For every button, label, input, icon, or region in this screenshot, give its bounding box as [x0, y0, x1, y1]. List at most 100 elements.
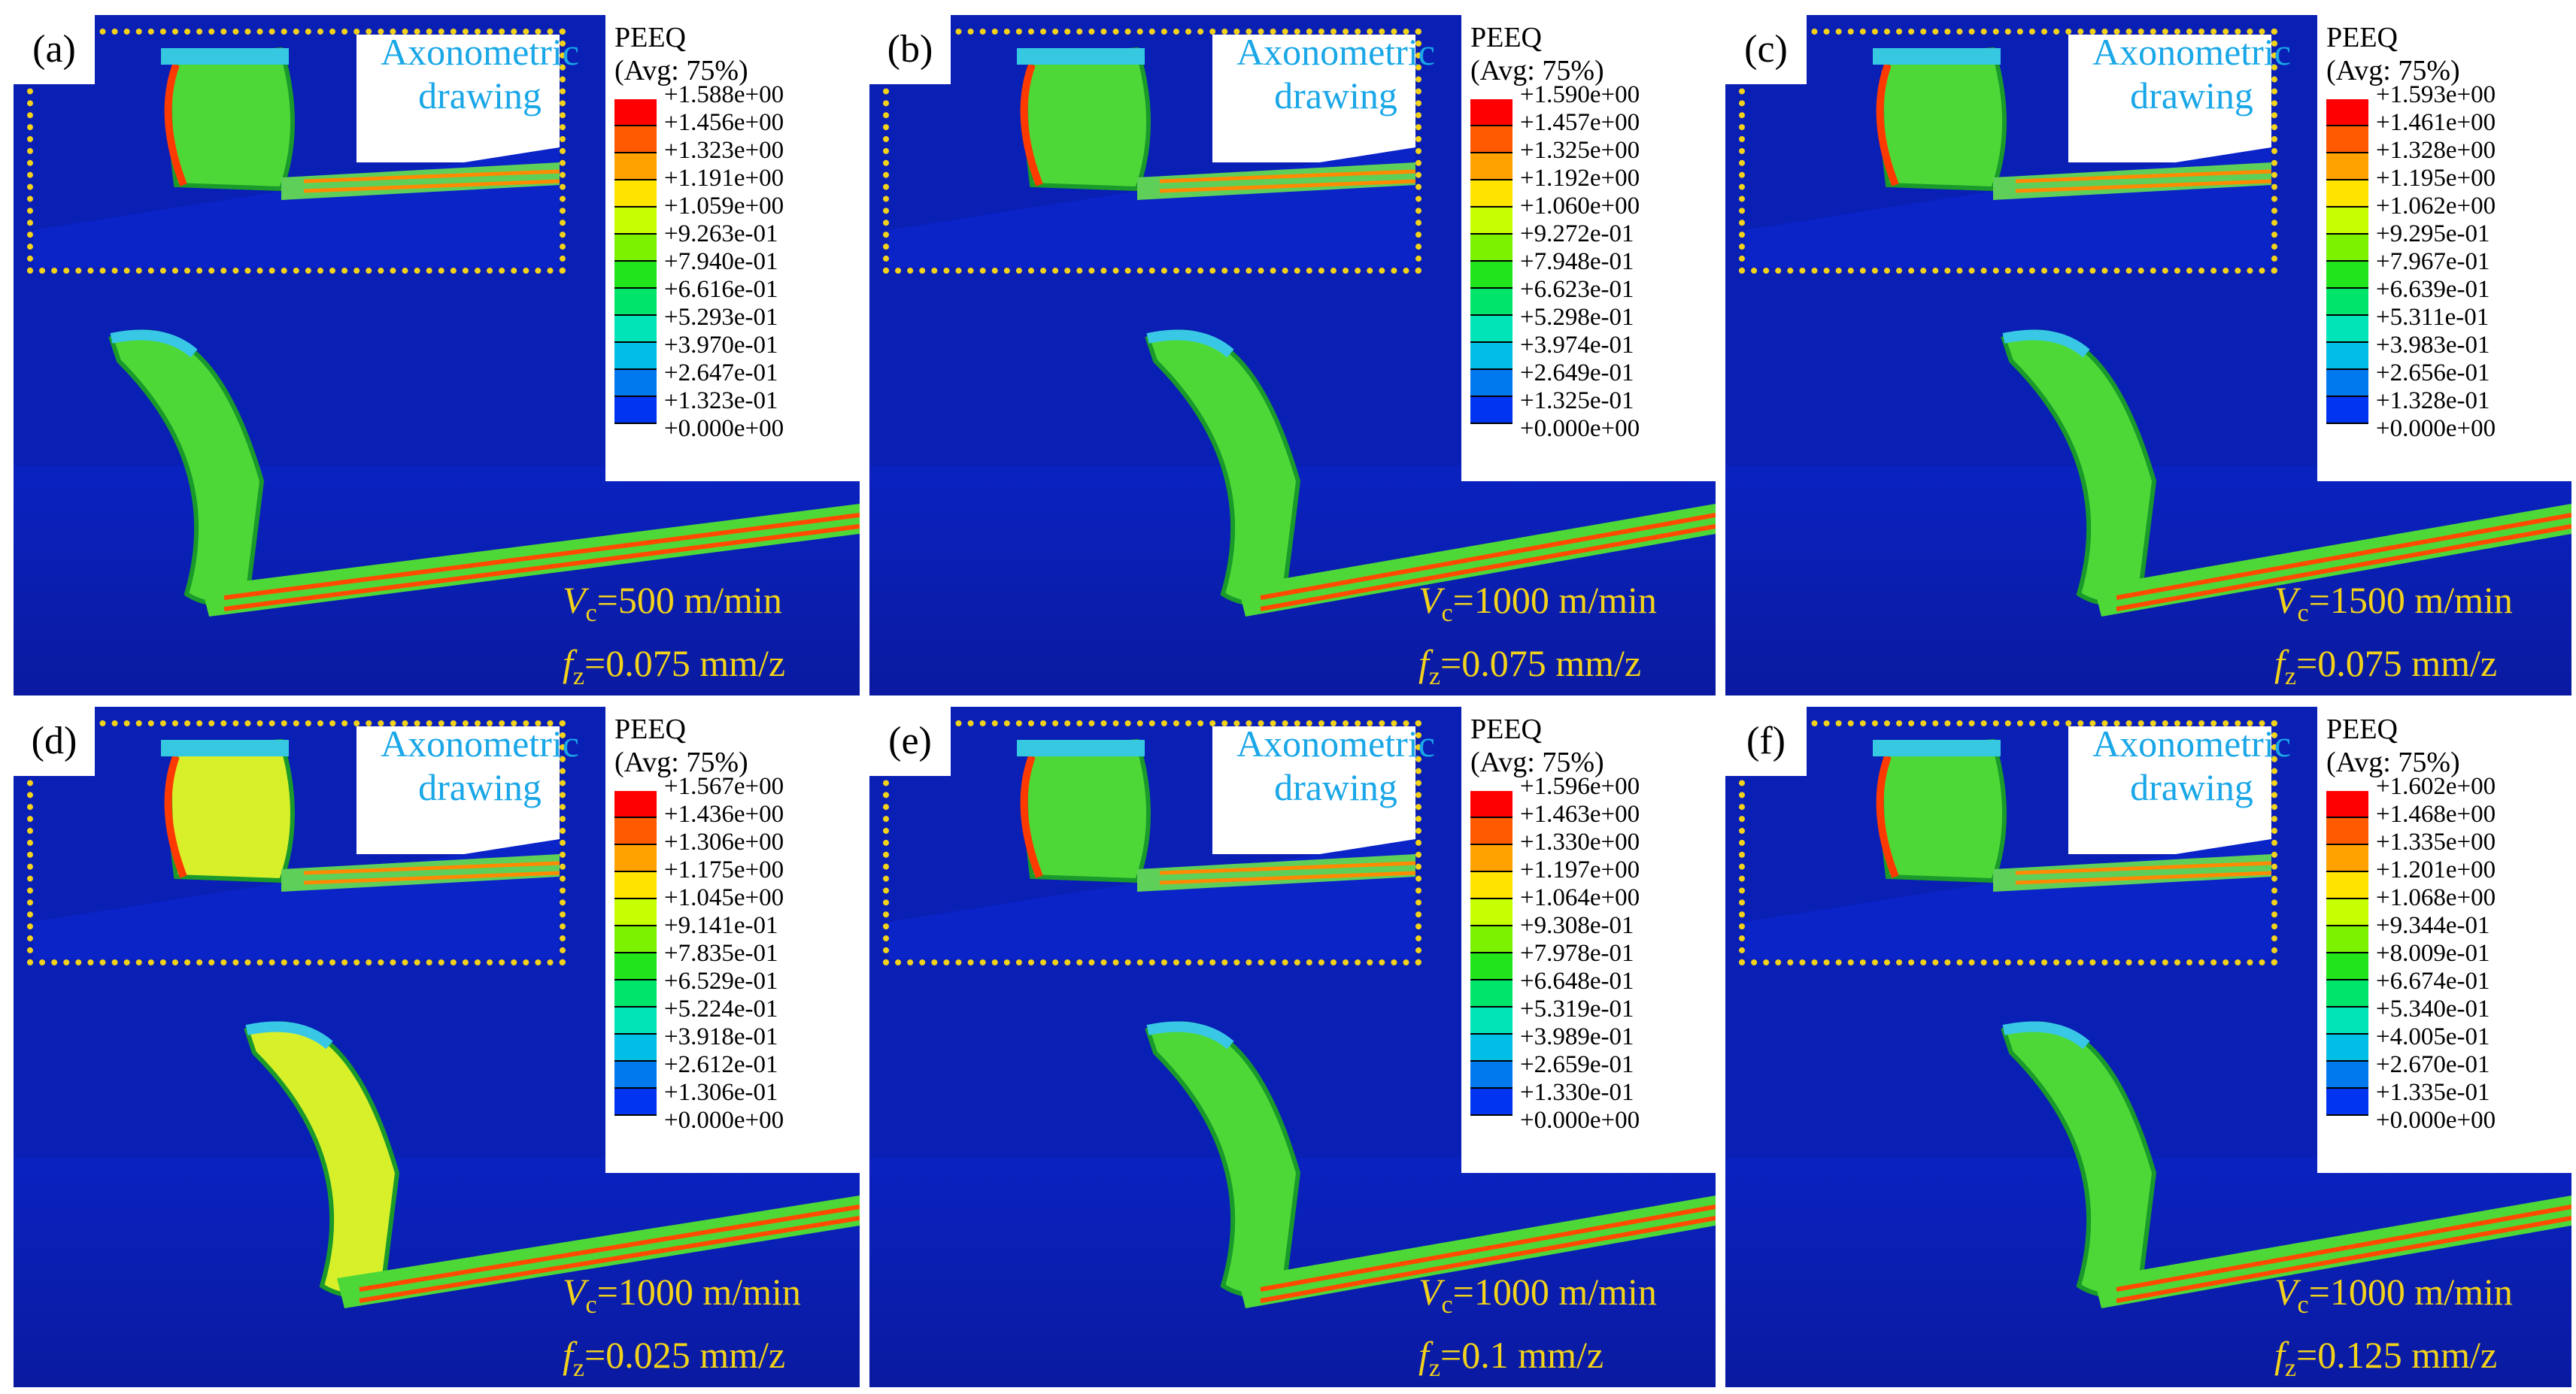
legend-tick-label: +5.311e-01: [2376, 304, 2490, 331]
legend-swatch: [1470, 1062, 1513, 1089]
inset-chip-shape: [889, 47, 1415, 268]
legend-tick-label: +6.623e-01: [1520, 276, 1634, 303]
vc-subscript: c: [2297, 1291, 2309, 1319]
axonometric-word: Axonometric: [2092, 31, 2291, 73]
legend-swatch: [614, 99, 657, 126]
legend-tick-label: +7.978e-01: [1520, 940, 1634, 967]
legend-swatch: [1470, 235, 1513, 262]
legend-tick-label: +5.224e-01: [664, 995, 778, 1023]
legend-tick-label: +1.045e+00: [664, 884, 784, 911]
legend-tick-label: +1.567e+00: [664, 773, 784, 800]
legend-title-avg: (Avg: 75%): [1470, 747, 1604, 778]
vc-value: =1000 m/min: [1452, 579, 1657, 621]
fz-value: =0.075 mm/z: [584, 642, 786, 684]
legend-tick-label: +2.659e-01: [1520, 1051, 1634, 1078]
axonometric-label: Axonometric drawing: [2086, 722, 2297, 809]
legend-tick-label: +1.323e+00: [664, 137, 784, 164]
legend-swatch: [1470, 872, 1513, 899]
fz-subscript: z: [572, 1354, 584, 1382]
vc-subscript: c: [585, 599, 597, 627]
legend-color-bar: [1470, 99, 1513, 424]
axonometric-word: Axonometric: [381, 723, 579, 765]
feed-per-tooth: fz=0.025 mm/z: [563, 1330, 801, 1387]
legend-swatch: [1470, 370, 1513, 397]
vc-symbol: V: [2274, 579, 2298, 621]
legend-title-peeq: PEEQ: [614, 714, 686, 745]
legend-tick-label: +6.639e-01: [2376, 276, 2490, 303]
legend-tick-label: +0.000e+00: [2376, 1107, 2496, 1134]
chip-curl-shape: [1145, 1021, 1716, 1308]
axonometric-inset: [1739, 720, 2277, 965]
fz-subscript: z: [572, 662, 584, 690]
legend-swatch: [2326, 926, 2368, 953]
legend-swatch: [2326, 397, 2368, 424]
panel-c: (c) Axonometric drawing PEEQ (Avg: 75%) +1.59…: [1725, 15, 2571, 695]
drawing-word: drawing: [2130, 74, 2253, 117]
feed-per-tooth: fz=0.1 mm/z: [1418, 1330, 1657, 1387]
legend-tick-label: +1.195e+00: [2376, 165, 2496, 192]
legend-tick-label: +2.612e-01: [664, 1051, 778, 1078]
legend-tick-label: +1.325e-01: [1520, 387, 1634, 414]
vc-symbol: V: [1418, 579, 1442, 621]
legend-tick-label: +7.948e-01: [1520, 248, 1634, 275]
legend-tick-label: +1.328e+00: [2376, 137, 2496, 164]
legend-tick-label: +3.918e-01: [664, 1023, 778, 1050]
legend-tick-label: +1.323e-01: [664, 387, 778, 414]
legend-tick-label: +8.009e-01: [2376, 940, 2490, 967]
legend-swatch: [2326, 208, 2368, 235]
axonometric-inset: [1739, 29, 2277, 274]
legend-tick-label: +1.330e+00: [1520, 829, 1640, 856]
drawing-word: drawing: [1274, 74, 1397, 117]
panel-label: (b): [869, 15, 951, 84]
vc-value: =1000 m/min: [1452, 1271, 1657, 1313]
legend-swatch: [614, 980, 657, 1008]
legend-tick-label: +1.436e+00: [664, 801, 784, 828]
legend-tick-label: +4.005e-01: [2376, 1023, 2490, 1050]
vc-value: =1000 m/min: [596, 1271, 801, 1313]
fz-value: =0.1 mm/z: [1440, 1334, 1604, 1376]
legend-title-avg: (Avg: 75%): [2326, 747, 2460, 778]
legend-color-bar: [2326, 99, 2368, 424]
legend-swatch: [614, 343, 657, 370]
legend-title-peeq: PEEQ: [2326, 714, 2398, 745]
vc-subscript: c: [585, 1291, 597, 1319]
legend-title-avg: (Avg: 75%): [1470, 55, 1604, 86]
legend-color-bar: [2326, 791, 2368, 1116]
legend-tick-label: +1.175e+00: [664, 856, 784, 883]
legend-swatch: [614, 180, 657, 208]
legend-swatch: [2326, 343, 2368, 370]
legend-tick-label: +1.463e+00: [1520, 801, 1640, 828]
vc-subscript: c: [1441, 1291, 1453, 1319]
vc-value: =1500 m/min: [2308, 579, 2513, 621]
legend-swatch: [1470, 153, 1513, 180]
cutting-speed: Vc=1000 m/min: [563, 1267, 801, 1330]
legend-swatch: [2326, 791, 2368, 818]
inset-white-background: [357, 726, 560, 854]
legend-ticks: +1.588e+00 +1.456e+00 +1.323e+00 +1.191e+00…: [664, 81, 784, 443]
legend-tick-label: +1.191e+00: [664, 165, 784, 192]
legend-swatch: [614, 953, 657, 980]
legend-swatch: [614, 235, 657, 262]
fz-value: =0.025 mm/z: [584, 1334, 786, 1376]
peeq-legend: PEEQ (Avg: 75%) +1.588e+00 +1.456e+00 +1.323…: [605, 15, 860, 481]
legend-title-peeq: PEEQ: [2326, 22, 2398, 53]
legend-swatch: [1470, 845, 1513, 872]
legend-tick-label: +1.330e-01: [1520, 1079, 1634, 1106]
peeq-legend: PEEQ (Avg: 75%) +1.596e+00 +1.463e+00 +1.330…: [1461, 707, 1716, 1173]
legend-swatch: [1470, 1008, 1513, 1035]
panel-b: (b) Axonometric drawing PEEQ (Avg: 75%) +1.59…: [869, 15, 1716, 695]
panel-label: (f): [1725, 707, 1807, 776]
legend-tick-label: +3.970e-01: [664, 332, 778, 359]
legend-tick-label: +0.000e+00: [664, 1107, 784, 1134]
fz-subscript: z: [2284, 662, 2296, 690]
legend-tick-label: +6.529e-01: [664, 968, 778, 995]
panel-a: (a) Axonometric drawing PEEQ (Avg: 75%) +1.58…: [14, 15, 860, 695]
axonometric-label: Axonometric drawing: [2086, 30, 2297, 117]
legend-tick-label: +7.940e-01: [664, 248, 778, 275]
axonometric-word: Axonometric: [2092, 723, 2291, 765]
fz-symbol: f: [2274, 642, 2285, 684]
drawing-word: drawing: [2130, 766, 2253, 808]
legend-tick-label: +0.000e+00: [2376, 415, 2496, 442]
legend-swatch: [614, 845, 657, 872]
legend-swatch: [1470, 208, 1513, 235]
